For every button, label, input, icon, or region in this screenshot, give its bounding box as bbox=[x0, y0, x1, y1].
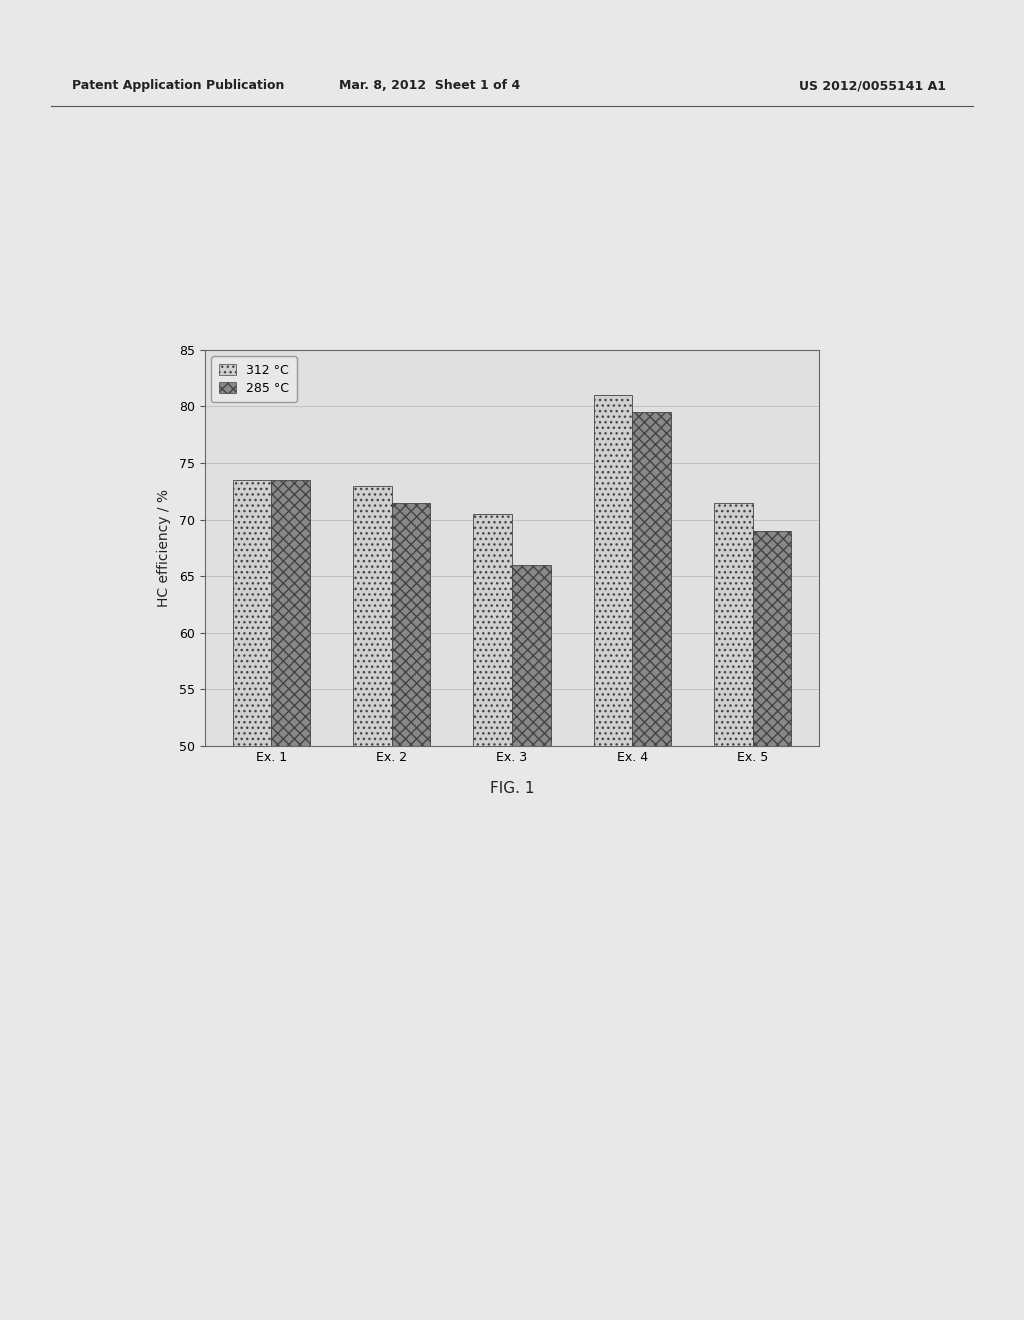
Bar bbox=[594, 395, 633, 1312]
Bar bbox=[353, 486, 391, 1312]
Bar bbox=[633, 412, 671, 1312]
Bar bbox=[714, 503, 753, 1312]
Legend: 312 °C, 285 °C: 312 °C, 285 °C bbox=[211, 356, 297, 403]
Text: Mar. 8, 2012  Sheet 1 of 4: Mar. 8, 2012 Sheet 1 of 4 bbox=[339, 79, 521, 92]
Bar bbox=[753, 531, 792, 1312]
Text: FIG. 1: FIG. 1 bbox=[489, 781, 535, 796]
Text: Patent Application Publication: Patent Application Publication bbox=[72, 79, 284, 92]
Bar bbox=[232, 480, 271, 1312]
Bar bbox=[271, 480, 310, 1312]
Y-axis label: HC efficiency / %: HC efficiency / % bbox=[157, 488, 171, 607]
Bar bbox=[473, 513, 512, 1312]
Bar bbox=[391, 503, 430, 1312]
Bar bbox=[512, 565, 551, 1312]
Text: US 2012/0055141 A1: US 2012/0055141 A1 bbox=[799, 79, 946, 92]
